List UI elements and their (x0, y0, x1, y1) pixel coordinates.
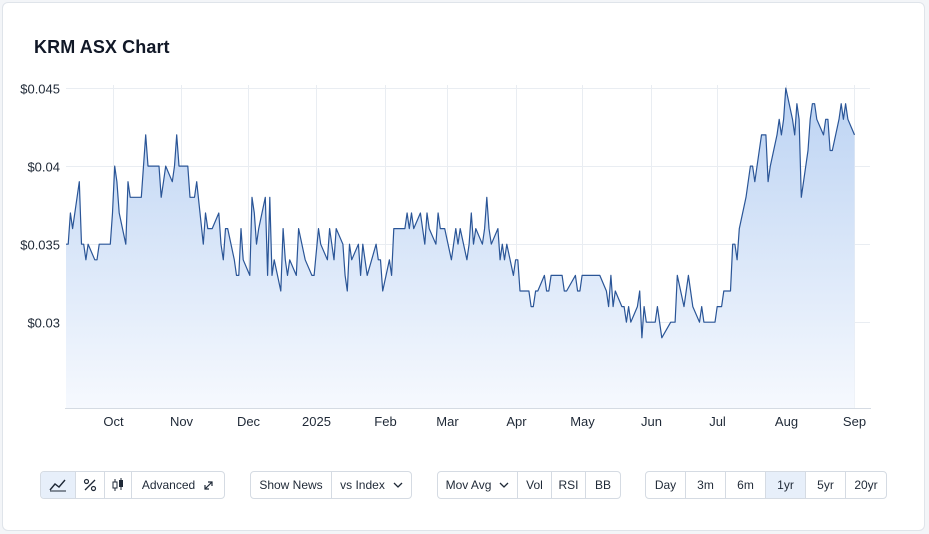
overlay-group: Show News vs Index (250, 471, 412, 499)
vs-index-select[interactable]: vs Index (332, 472, 411, 498)
y-axis: $0.03 $0.035 $0.04 $0.045 (20, 82, 60, 331)
x-tick-label: Apr (506, 414, 527, 429)
expand-icon (204, 480, 213, 490)
x-tick-label: Aug (775, 414, 798, 429)
price-area (66, 88, 855, 408)
bb-button[interactable]: BB (594, 478, 611, 492)
line-chart-button[interactable] (41, 472, 76, 498)
candlestick-icon (112, 478, 123, 491)
page-title: KRM ASX Chart (34, 37, 170, 57)
show-news-button[interactable]: Show News (251, 472, 332, 498)
candlestick-button[interactable] (105, 472, 132, 498)
x-tick-label: Jul (709, 414, 726, 429)
x-tick-label: Jun (641, 414, 662, 429)
x-tick-label: May (570, 414, 595, 429)
range-day-button[interactable]: Day (646, 472, 686, 498)
percent-button[interactable] (76, 472, 105, 498)
x-tick-label: Nov (170, 414, 194, 429)
chart-type-group: Advanced (40, 471, 225, 499)
chevron-down-icon (393, 482, 403, 488)
range-group: Day 3m 6m 1yr 5yr 20yr (645, 471, 887, 499)
rsi-button[interactable]: RSI (552, 472, 586, 498)
indicator-group: Mov Avg Vol RSI BB (437, 471, 621, 499)
x-tick-label: 2025 (302, 414, 331, 429)
advanced-label: Advanced (141, 478, 196, 492)
y-tick-label: $0.035 (20, 238, 60, 253)
range-3m-button[interactable]: 3m (686, 472, 726, 498)
line-chart-icon (49, 479, 66, 492)
y-tick-label: $0.04 (27, 160, 60, 175)
mov-avg-label: Mov Avg (445, 478, 492, 492)
vs-index-label: vs Index (340, 478, 385, 492)
x-tick-label: Feb (374, 414, 396, 429)
price-line[interactable] (66, 87, 856, 339)
range-1yr-button[interactable]: 1yr (766, 472, 806, 498)
vol-button[interactable]: Vol (518, 472, 552, 498)
x-tick-label: Sep (843, 414, 866, 429)
y-tick-label: $0.03 (27, 316, 60, 331)
range-5yr-button[interactable]: 5yr (806, 472, 846, 498)
range-6m-button[interactable]: 6m (726, 472, 766, 498)
advanced-button[interactable]: Advanced (132, 472, 224, 498)
range-20yr-button[interactable]: 20yr (854, 478, 878, 492)
x-tick-label: Dec (237, 414, 261, 429)
mov-avg-select[interactable]: Mov Avg (438, 472, 518, 498)
percent-icon (83, 478, 97, 492)
x-tick-label: Oct (103, 414, 124, 429)
x-tick-label: Mar (436, 414, 459, 429)
x-axis: Oct Nov Dec 2025 Feb Mar Apr May Jun Jul Aug Sep (103, 414, 866, 429)
y-tick-label: $0.045 (20, 82, 60, 97)
chevron-down-icon (499, 482, 509, 488)
